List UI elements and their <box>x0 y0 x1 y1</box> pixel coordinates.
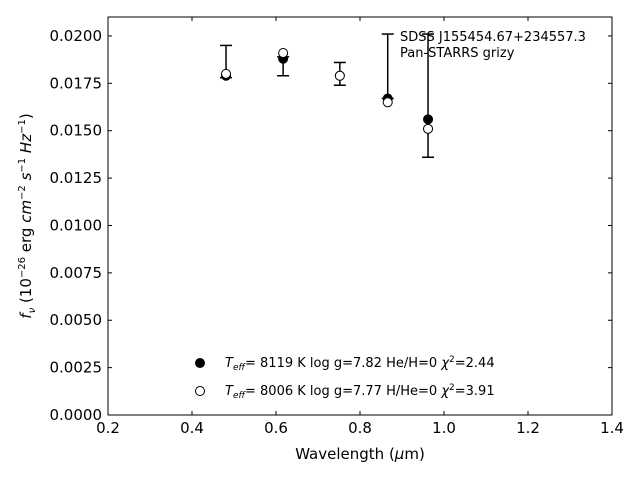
svg-text:fν (10−26 erg cm−2 s−1 Hz−1): fν (10−26 erg cm−2 s−1 Hz−1) <box>17 113 38 318</box>
x-tick-label: 1.0 <box>432 419 456 437</box>
annotation-survey: Pan-STARRS grizy <box>400 46 515 61</box>
y-tick-label: 0.0025 <box>50 359 103 377</box>
data-points <box>221 48 434 134</box>
legend-label-2: Teff= 8006 K log g=7.77 H/He=0 χ2=3.91 <box>225 383 495 401</box>
y-tick-label: 0.0150 <box>50 122 103 140</box>
legend: Teff= 8119 K log g=7.82 He/H=0 χ2=2.44 T… <box>195 355 495 401</box>
legend-marker-filled <box>195 358 205 368</box>
y-axis-ticks: 0.0000 0.0025 0.0050 0.0075 0.0100 0.0125 0.01… <box>50 27 612 424</box>
annotation-object-name: SDSS J155454.67+234557.3 <box>400 30 586 45</box>
legend-label-1: Teff= 8119 K log g=7.82 He/H=0 χ2=2.44 <box>225 355 495 373</box>
open-model-point <box>278 48 289 59</box>
x-tick-label: 0.6 <box>264 419 288 437</box>
x-axis-label: Wavelength (μm) <box>295 445 425 463</box>
x-tick-label: 1.4 <box>600 419 624 437</box>
y-tick-label: 0.0100 <box>50 216 103 234</box>
y-tick-label: 0.0050 <box>50 311 103 329</box>
y-tick-label: 0.0000 <box>50 406 103 424</box>
filled-model-point <box>423 114 434 125</box>
open-model-point <box>382 97 393 108</box>
y-tick-label: 0.0125 <box>50 169 103 187</box>
x-tick-label: 1.2 <box>516 419 540 437</box>
y-tick-label: 0.0175 <box>50 74 103 92</box>
x-tick-label: 0.4 <box>180 419 204 437</box>
open-model-point <box>334 70 345 81</box>
open-model-point <box>423 123 434 134</box>
y-axis-label: fν (10−26 erg cm−2 s−1 Hz−1) <box>17 113 38 318</box>
x-axis-ticks: 0.2 0.4 0.6 0.8 1.0 1.2 1.4 <box>96 17 624 437</box>
y-tick-label: 0.0075 <box>50 264 103 282</box>
x-tick-label: 0.8 <box>348 419 372 437</box>
legend-marker-open <box>195 386 205 396</box>
x-tick-label: 0.2 <box>96 419 120 437</box>
plot-area <box>107 16 613 416</box>
y-tick-label: 0.0200 <box>50 27 103 45</box>
open-model-point <box>221 68 232 79</box>
